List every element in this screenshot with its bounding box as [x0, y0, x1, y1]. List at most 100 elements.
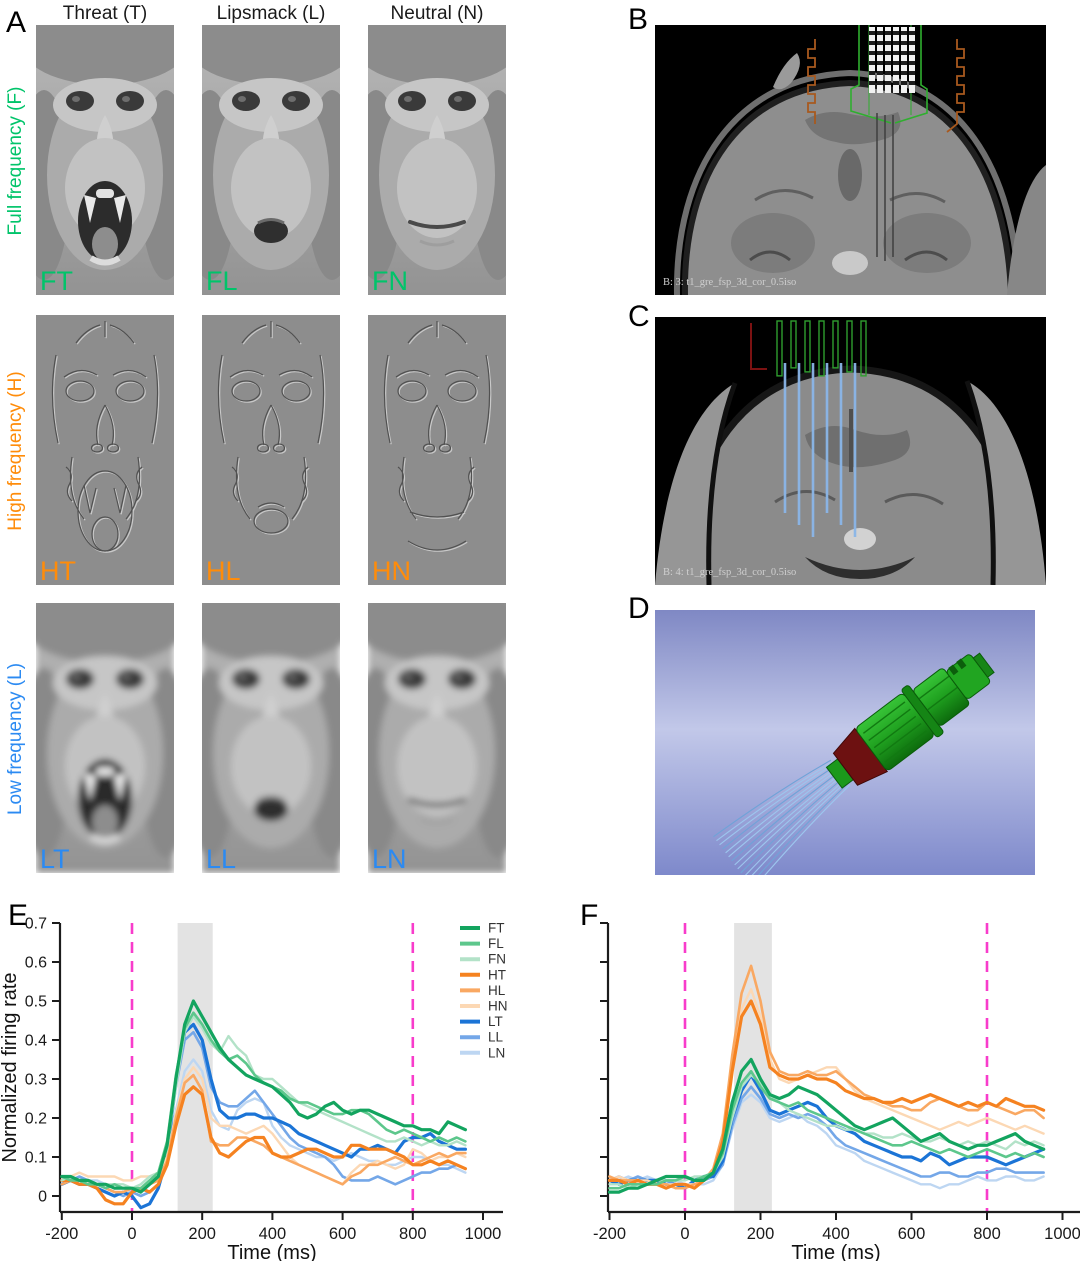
series-FN	[608, 1073, 1045, 1190]
monkey-face	[36, 25, 174, 295]
x-tick-label: 1000	[1044, 1225, 1080, 1243]
monkey-face	[368, 603, 506, 873]
screw-thread-outline	[807, 39, 965, 133]
row-label-low-frequency: Low frequency (L)	[5, 662, 26, 816]
legend-label-LT: LT	[488, 1014, 503, 1029]
face-photo	[202, 25, 340, 295]
hf-background	[368, 315, 506, 585]
panel-label-d: D	[628, 592, 650, 625]
face-image-fn: FN	[368, 25, 506, 295]
x-tick-label: 400	[259, 1225, 287, 1243]
legend-label-FT: FT	[488, 921, 505, 936]
y-tick-label: 0.1	[25, 1150, 47, 1167]
series-LL	[60, 1030, 467, 1198]
series-HL	[60, 1073, 467, 1194]
x-tick-label: 400	[822, 1225, 850, 1243]
x-tick-label: 800	[973, 1225, 1001, 1243]
x-tick-label: -200	[45, 1225, 78, 1243]
condition-tag: FL	[206, 266, 238, 296]
stimulus-band	[734, 923, 772, 1212]
column-title-lipsmack: Lipsmack (L)	[216, 3, 326, 24]
condition-tag: LN	[372, 844, 407, 874]
mri-scan-b: B: 3: t1_gre_fsp_3d_cor_0.5iso	[655, 25, 1046, 295]
condition-tag: LL	[206, 844, 237, 874]
x-tick-label: 200	[747, 1225, 775, 1243]
brain-slice	[655, 365, 1046, 585]
series-HN	[608, 988, 1045, 1186]
monkey-face	[202, 603, 340, 873]
condition-tag: HT	[40, 556, 76, 586]
legend-label-HT: HT	[488, 967, 506, 982]
row-label-full-frequency: Full frequency (F)	[5, 86, 26, 236]
face-image-ll: LL	[202, 603, 340, 873]
mri-scan-c: B: 4: t1_gre_fsp_3d_cor_0.5iso	[655, 317, 1046, 585]
face-photo	[36, 315, 174, 585]
y-tick-label: 0.2	[25, 1111, 47, 1128]
y-tick-label: 0.4	[25, 1033, 47, 1050]
brain-slice	[673, 53, 1046, 295]
face-image-ft: FT	[36, 25, 174, 295]
electrode-tracks-blue	[783, 363, 857, 537]
legend-label-HN: HN	[488, 999, 508, 1014]
x-tick-label: 0	[127, 1225, 136, 1243]
device-tip	[972, 652, 995, 678]
x-axis-label: Time (ms)	[227, 1242, 316, 1261]
face-photo	[368, 315, 506, 585]
monkey-face	[368, 25, 506, 295]
electrode-tracks	[876, 113, 894, 261]
legend-label-LL: LL	[488, 1030, 504, 1045]
firing-rate-chart-e: 0 0.1 0.2 0.3 0.4 0.5 0.6 0.7 -200 0 200 400 600 800 1…	[0, 916, 508, 1261]
x-tick-label: 600	[329, 1225, 357, 1243]
panel-label-b: B	[628, 3, 649, 36]
legend-label-LN: LN	[488, 1045, 505, 1060]
face-image-fl: FL	[202, 25, 340, 295]
face-photo	[202, 315, 340, 585]
y-tick-label: 0.5	[25, 994, 47, 1011]
x-tick-label: 600	[898, 1225, 926, 1243]
device-maroon-collar	[832, 727, 889, 786]
face-photo	[36, 603, 174, 873]
face-photo	[36, 25, 174, 295]
condition-tag: FN	[372, 266, 408, 296]
y-tick-label: 0	[38, 1189, 47, 1206]
condition-tag: HN	[372, 556, 411, 586]
panel-label-a: A	[6, 6, 27, 39]
face-image-lt: LT	[36, 603, 174, 873]
series-HT	[60, 1085, 467, 1206]
condition-tag: HL	[206, 556, 241, 586]
face-photo	[368, 25, 506, 295]
x-tick-label: 0	[680, 1225, 689, 1243]
series-FL	[608, 1069, 1045, 1190]
x-tick-label: 1000	[465, 1225, 502, 1243]
series-HN	[60, 1066, 467, 1186]
row-label-high-frequency: High frequency (H)	[5, 371, 26, 531]
guide-tube-outline	[750, 320, 867, 377]
monkey-face	[202, 25, 340, 295]
condition-tag: LT	[40, 844, 70, 874]
face-photo	[368, 603, 506, 873]
electrode-wires	[713, 759, 851, 875]
hf-background	[36, 315, 174, 585]
microdrive-device	[713, 652, 995, 875]
panel-label-c: C	[628, 300, 650, 333]
column-title-threat: Threat (T)	[62, 3, 148, 24]
mri-caption-b: B: 3: t1_gre_fsp_3d_cor_0.5iso	[663, 277, 796, 288]
y-tick-label: 0.3	[25, 1072, 47, 1089]
x-axis-label: Time (ms)	[791, 1242, 880, 1261]
electrode-device-render	[655, 610, 1035, 875]
legend-label-HL: HL	[488, 983, 506, 998]
face-image-ln: LN	[368, 603, 506, 873]
y-tick-label: 0.6	[25, 955, 47, 972]
column-title-neutral: Neutral (N)	[390, 3, 484, 24]
series-FT	[60, 999, 467, 1194]
hf-background	[202, 315, 340, 585]
mri-caption-c: B: 4: t1_gre_fsp_3d_cor_0.5iso	[663, 567, 796, 578]
legend-label-FL: FL	[488, 936, 504, 951]
x-tick-label: 800	[399, 1225, 427, 1243]
condition-tag: FT	[40, 266, 73, 296]
y-axis-label: Normalized firing rate	[0, 972, 21, 1162]
legend-label-FN: FN	[488, 952, 506, 967]
face-image-hl: HL	[202, 315, 340, 585]
series-LT	[607, 1073, 1046, 1190]
